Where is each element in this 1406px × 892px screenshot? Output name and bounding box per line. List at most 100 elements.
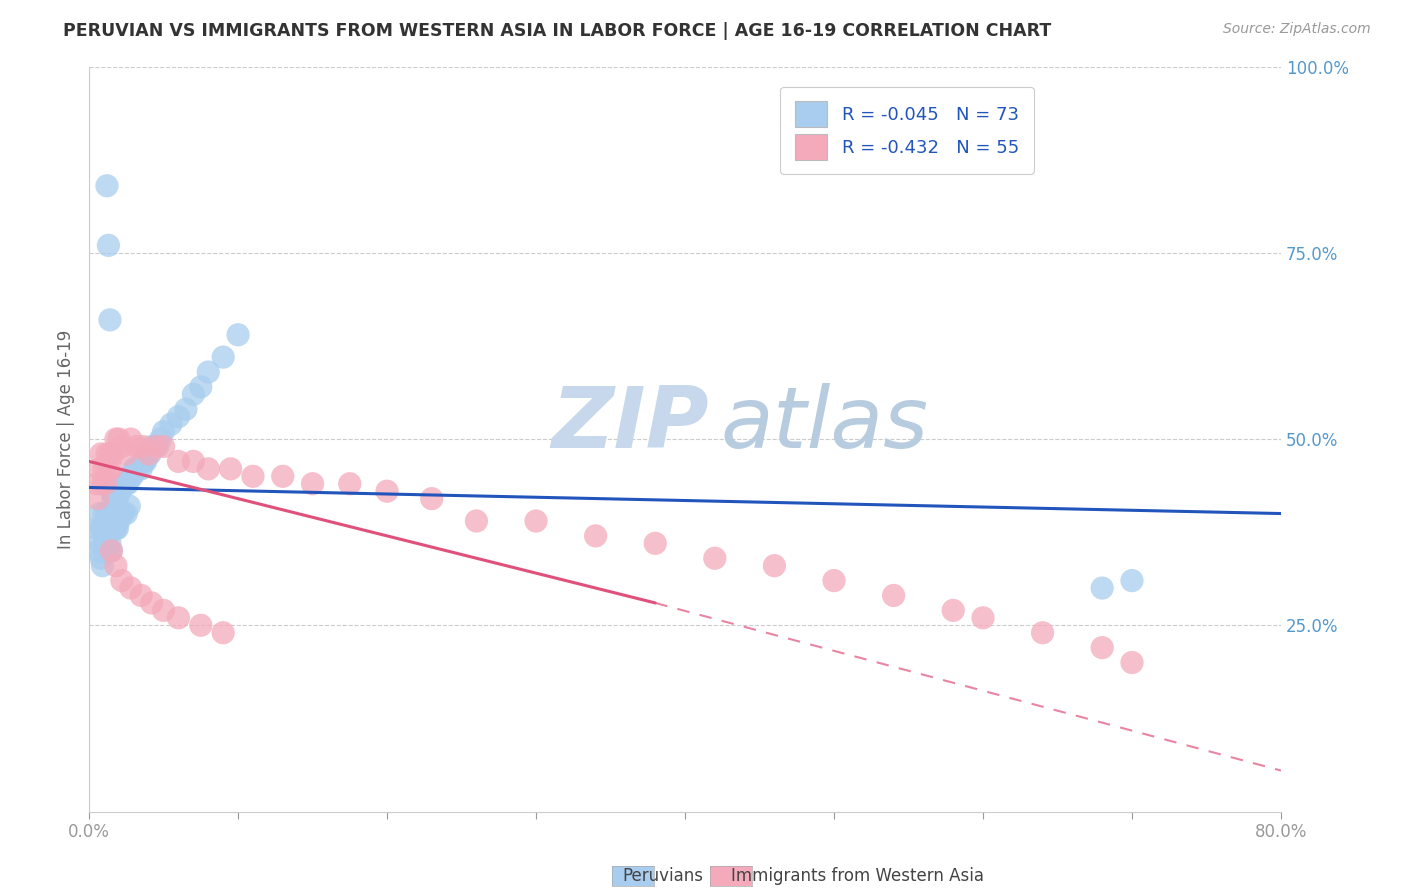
Text: atlas: atlas bbox=[721, 383, 929, 466]
Point bbox=[98, 536, 121, 550]
Point bbox=[101, 491, 124, 506]
Point bbox=[183, 387, 205, 401]
Point bbox=[112, 476, 135, 491]
Point bbox=[972, 611, 994, 625]
Point bbox=[112, 507, 135, 521]
Point bbox=[190, 618, 212, 632]
Point bbox=[108, 484, 131, 499]
Point bbox=[152, 425, 174, 439]
Point bbox=[111, 440, 134, 454]
Point bbox=[1121, 574, 1143, 588]
Point bbox=[226, 327, 249, 342]
Point bbox=[121, 469, 143, 483]
Point bbox=[135, 454, 157, 468]
Point bbox=[104, 491, 127, 506]
Point bbox=[183, 454, 205, 468]
Point bbox=[100, 543, 122, 558]
Point bbox=[149, 432, 172, 446]
Point bbox=[94, 476, 117, 491]
Point bbox=[120, 469, 142, 483]
Point bbox=[93, 536, 115, 550]
Point bbox=[120, 581, 142, 595]
Point bbox=[131, 440, 153, 454]
Point bbox=[103, 521, 125, 535]
Point bbox=[101, 521, 124, 535]
Point bbox=[110, 484, 132, 499]
Point bbox=[301, 476, 323, 491]
Point bbox=[524, 514, 547, 528]
Point bbox=[134, 454, 156, 468]
Point bbox=[420, 491, 443, 506]
Point bbox=[115, 447, 138, 461]
Point bbox=[93, 507, 115, 521]
Point bbox=[89, 536, 111, 550]
Point bbox=[1032, 625, 1054, 640]
Point bbox=[98, 447, 121, 461]
Point bbox=[122, 462, 145, 476]
Point bbox=[89, 507, 111, 521]
Point bbox=[96, 536, 118, 550]
Point bbox=[104, 432, 127, 446]
Point bbox=[114, 476, 136, 491]
Text: Immigrants from Western Asia: Immigrants from Western Asia bbox=[731, 867, 984, 885]
Point bbox=[167, 409, 190, 424]
Point bbox=[145, 440, 167, 454]
Point bbox=[197, 365, 219, 379]
Point bbox=[96, 447, 118, 461]
Point bbox=[138, 447, 160, 461]
Point bbox=[91, 476, 114, 491]
Point bbox=[212, 350, 235, 364]
Point bbox=[125, 440, 148, 454]
Text: Source: ZipAtlas.com: Source: ZipAtlas.com bbox=[1223, 22, 1371, 37]
Point bbox=[97, 514, 120, 528]
Point bbox=[115, 507, 138, 521]
Point bbox=[136, 447, 159, 461]
Point bbox=[86, 521, 108, 535]
Point bbox=[115, 476, 138, 491]
Point bbox=[90, 521, 112, 535]
Point bbox=[703, 551, 725, 566]
Point bbox=[139, 447, 162, 461]
Point bbox=[138, 447, 160, 461]
Point bbox=[100, 484, 122, 499]
Point bbox=[143, 440, 166, 454]
Point bbox=[97, 462, 120, 476]
Point bbox=[91, 521, 114, 535]
Point bbox=[94, 543, 117, 558]
Point bbox=[1091, 640, 1114, 655]
Point bbox=[375, 484, 398, 499]
Point bbox=[105, 491, 128, 506]
Point bbox=[98, 313, 121, 327]
Point bbox=[87, 491, 110, 506]
Point bbox=[465, 514, 488, 528]
Y-axis label: In Labor Force | Age 16-19: In Labor Force | Age 16-19 bbox=[58, 329, 75, 549]
Point bbox=[271, 469, 294, 483]
Point bbox=[242, 469, 264, 483]
Point bbox=[117, 476, 139, 491]
Point bbox=[1091, 581, 1114, 595]
Point bbox=[104, 521, 127, 535]
Point bbox=[100, 543, 122, 558]
Point bbox=[100, 462, 122, 476]
Text: Peruvians: Peruvians bbox=[621, 867, 703, 885]
Point bbox=[146, 440, 169, 454]
Point bbox=[1121, 656, 1143, 670]
Point bbox=[97, 238, 120, 252]
Point bbox=[91, 558, 114, 573]
Point bbox=[111, 476, 134, 491]
Point bbox=[167, 454, 190, 468]
Point bbox=[101, 447, 124, 461]
Text: ZIP: ZIP bbox=[551, 383, 709, 466]
Point bbox=[118, 499, 141, 513]
Point bbox=[89, 462, 111, 476]
Legend: R = -0.045   N = 73, R = -0.432   N = 55: R = -0.045 N = 73, R = -0.432 N = 55 bbox=[780, 87, 1033, 174]
Point bbox=[125, 462, 148, 476]
Point bbox=[644, 536, 666, 550]
Point bbox=[97, 543, 120, 558]
Point bbox=[103, 491, 125, 506]
Point bbox=[823, 574, 845, 588]
Point bbox=[883, 589, 905, 603]
Point bbox=[98, 507, 121, 521]
Point bbox=[96, 507, 118, 521]
Point bbox=[585, 529, 607, 543]
